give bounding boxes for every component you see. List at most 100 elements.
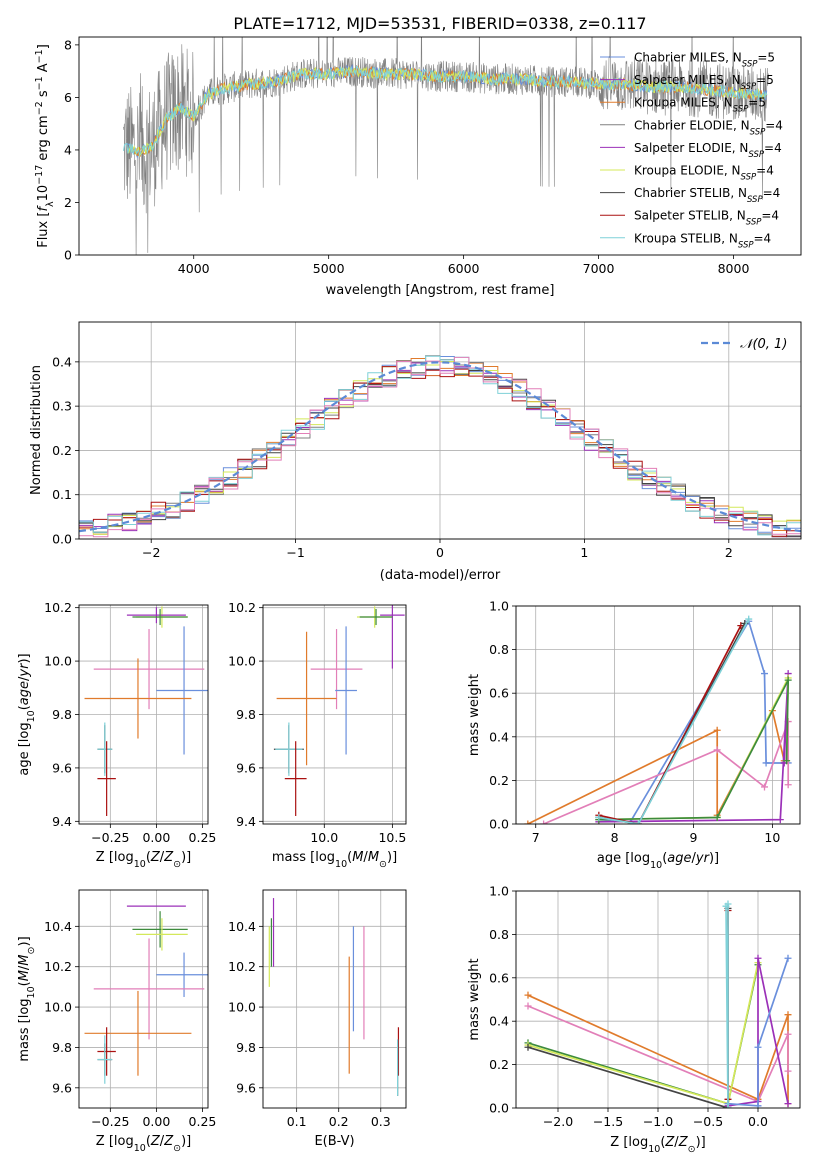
label-part: 10 (36, 185, 51, 202)
legend-label: Chabrier MILES, NSSP=5 (634, 51, 775, 70)
label-part: ⊙ (173, 1143, 181, 1154)
legend-label: Chabrier ELODIE, NSSP=4 (634, 118, 783, 137)
label-part: ⊙ (379, 859, 387, 870)
label-part: −17 (34, 165, 45, 185)
y-tick-label: 10.0 (44, 1000, 72, 1015)
label-part: M (352, 850, 363, 865)
label-part: mass [log (272, 850, 335, 865)
x-tick-label: −1.5 (593, 1114, 623, 1129)
y-axis-label: Normed distribution (29, 365, 44, 495)
y-tick-label: 10.4 (44, 919, 72, 934)
x-tick-label: 0.2 (329, 1114, 349, 1129)
weight-point-marker (540, 820, 548, 824)
legend-label-part: =4 (763, 186, 781, 200)
weight-point-marker (776, 816, 784, 824)
label-part: ( (660, 1135, 665, 1150)
legend-label-part: =5 (756, 73, 774, 87)
legend-label-part: =4 (764, 141, 782, 155)
axes-frame (78, 889, 209, 1109)
y-tick-label: 0.4 (52, 354, 72, 369)
weight-point-marker (754, 954, 762, 962)
label-part: (data-model)/error (380, 568, 501, 583)
y-tick-label: 0.0 (489, 1101, 509, 1116)
label-part: 10 (134, 1143, 146, 1154)
x-tick-label: 0.00 (142, 830, 170, 845)
plot-area-mass-vs-EBV (268, 898, 400, 1096)
label-part: Z (163, 1134, 174, 1149)
axes-frame (78, 604, 209, 825)
label-part: mass weight (467, 674, 482, 756)
weight-point-marker (745, 615, 753, 623)
legend-label-part: SSP (746, 218, 762, 228)
label-part: / (17, 965, 32, 970)
x-axis-label: Z [log10(Z/Z⊙)] (96, 1134, 191, 1154)
label-part: A (36, 63, 51, 76)
weight-point-marker (634, 820, 642, 824)
weight-point-marker (761, 670, 768, 678)
label-part: wavelength [Angstrom, rest frame] (326, 283, 555, 298)
weight-point-marker (784, 676, 792, 684)
label-part: M (17, 954, 32, 965)
y-tick-label: 0.2 (489, 773, 509, 788)
x-tick-label: 0.25 (189, 830, 217, 845)
x-axis-label: Z [log10(Z/Z⊙)] (96, 850, 191, 870)
label-part: 10 (650, 860, 662, 871)
label-part: )] (181, 850, 191, 865)
weight-series-line (725, 904, 729, 1108)
chart-mass-vs-EBV: 0.1 0.2 0.3 9.6 9.8 10.0 10.2 10.4 E(B-V) (228, 889, 407, 1149)
x-axis-label: (data-model)/error (380, 568, 501, 583)
x-tick-label: −2.0 (543, 1114, 573, 1129)
weight-point-marker (524, 820, 532, 824)
x-tick-label: 8 (611, 830, 619, 845)
label-part: ( (146, 1134, 151, 1149)
label-part: )] (17, 653, 32, 663)
label-part: −1 (34, 76, 45, 90)
axes-frame (515, 890, 801, 1109)
weight-series-line (598, 618, 750, 824)
weight-series-line (527, 1005, 789, 1103)
y-tick-label: 10.2 (44, 959, 72, 974)
chart-weight-vs-Z: −2.0 −1.5 −1.0 −0.5 0.0 0.0 0.2 0.4 0.6 0.8 1.0 Z [… (467, 884, 801, 1155)
weight-point-marker (783, 757, 791, 765)
label-part: ( (662, 851, 667, 866)
residual-histogram (79, 355, 801, 536)
x-tick-label: 10.0 (310, 830, 338, 845)
y-axis-label: age [log10(age/yr)] (17, 653, 37, 775)
axes-frame (262, 889, 407, 1109)
label-part: )] (709, 851, 719, 866)
legend-label-part: Kroupa ELODIE, N (634, 164, 741, 178)
x-tick-label: −2 (142, 545, 160, 560)
legend-label-part: =4 (754, 231, 772, 245)
y-tick-label: 9.6 (236, 760, 256, 775)
legend-label: 𝒩(0, 1) (740, 337, 787, 352)
x-tick-label: 0.00 (142, 1114, 170, 1129)
label-part: / (160, 850, 165, 865)
label-part: )] (696, 1135, 706, 1150)
legend-label-part: =4 (765, 118, 783, 132)
weight-point-marker (784, 1011, 792, 1019)
x-tick-label: 4000 (178, 261, 210, 276)
weight-point-marker (524, 991, 532, 999)
label-part: −1 (34, 49, 45, 63)
plot-area-weight-vs-age (524, 615, 792, 824)
y-tick-label: 10.2 (228, 959, 256, 974)
weight-point-marker (754, 1102, 762, 1108)
label-part: Z (678, 1135, 689, 1150)
label-part: age [log (17, 722, 32, 775)
y-tick-label: 0.8 (489, 642, 509, 657)
weight-point-marker (713, 813, 721, 821)
legend-label: Kroupa STELIB, NSSP=4 (634, 231, 771, 250)
label-part: mass [log (17, 998, 32, 1061)
weight-point-marker (754, 1043, 762, 1051)
x-tick-label: 5000 (313, 261, 345, 276)
y-tick-label: 0.2 (489, 1057, 509, 1072)
weight-point-marker (595, 813, 603, 821)
label-part: 10 (134, 859, 146, 870)
weight-series-line (727, 958, 789, 1107)
x-tick-label: 7000 (583, 261, 615, 276)
x-tick-label: −0.5 (693, 1114, 723, 1129)
weight-series-line (727, 958, 789, 1107)
x-tick-label: 0 (436, 545, 444, 560)
